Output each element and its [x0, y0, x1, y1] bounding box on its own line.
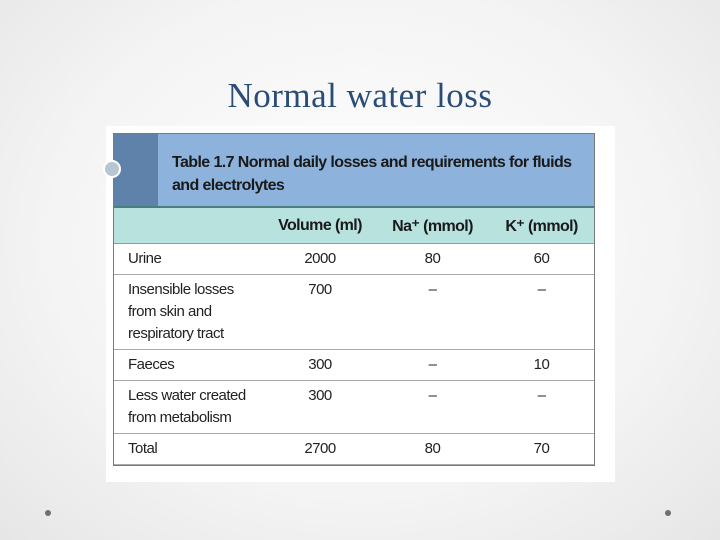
row-label: Less water created from metabolism	[114, 380, 264, 434]
slide-title: Normal water loss	[227, 76, 493, 115]
table-image: Table 1.7 Normal daily losses and requir…	[106, 126, 615, 482]
table-caption: Normal daily losses and requirements for…	[172, 154, 572, 194]
row-label: Total	[114, 433, 264, 465]
cell: 300	[264, 349, 376, 381]
table-header: Table 1.7 Normal daily losses and requir…	[114, 134, 594, 206]
cell: 700	[264, 274, 376, 350]
cell: –	[489, 380, 594, 434]
column-header	[114, 206, 264, 244]
table-row: Urine 2000 80 60	[114, 243, 594, 275]
row-label: Urine	[114, 243, 264, 275]
row-label: Insensible losses from skin and respirat…	[114, 274, 264, 350]
cell: 10	[489, 349, 594, 381]
table-box: Table 1.7 Normal daily losses and requir…	[113, 133, 595, 466]
table-label: Table 1.7	[172, 154, 234, 171]
table-row: Faeces 300–10	[114, 349, 594, 381]
table-heading: Table 1.7 Normal daily losses and requir…	[172, 151, 572, 197]
decor-dot	[45, 510, 51, 516]
cell: 80	[376, 243, 489, 275]
column-header: K⁺ (mmol)	[489, 206, 594, 244]
cell: 2700	[264, 433, 376, 465]
cell: 80	[376, 433, 489, 465]
cell: 300	[264, 380, 376, 434]
cell: –	[489, 274, 594, 350]
cell: 60	[489, 243, 594, 275]
row-label: Faeces	[114, 349, 264, 381]
column-header: Na⁺ (mmol)	[376, 206, 489, 244]
table-row: Total 2700 80 70	[114, 433, 594, 465]
header-row: Volume (ml) Na⁺ (mmol) K⁺ (mmol)	[114, 206, 594, 244]
cell: –	[376, 349, 489, 381]
cell: –	[376, 380, 489, 434]
cell: 2000	[264, 243, 376, 275]
bullet	[103, 160, 121, 178]
cell: –	[376, 274, 489, 350]
table-row: Less water created from metabolism 300– –	[114, 380, 594, 434]
header-strip	[114, 134, 158, 206]
table-row: Insensible losses from skin and respirat…	[114, 274, 594, 350]
cell: 70	[489, 433, 594, 465]
decor-dot	[665, 510, 671, 516]
column-header: Volume (ml)	[264, 206, 376, 244]
data-table: Volume (ml) Na⁺ (mmol) K⁺ (mmol) Urine 2000…	[114, 206, 594, 465]
